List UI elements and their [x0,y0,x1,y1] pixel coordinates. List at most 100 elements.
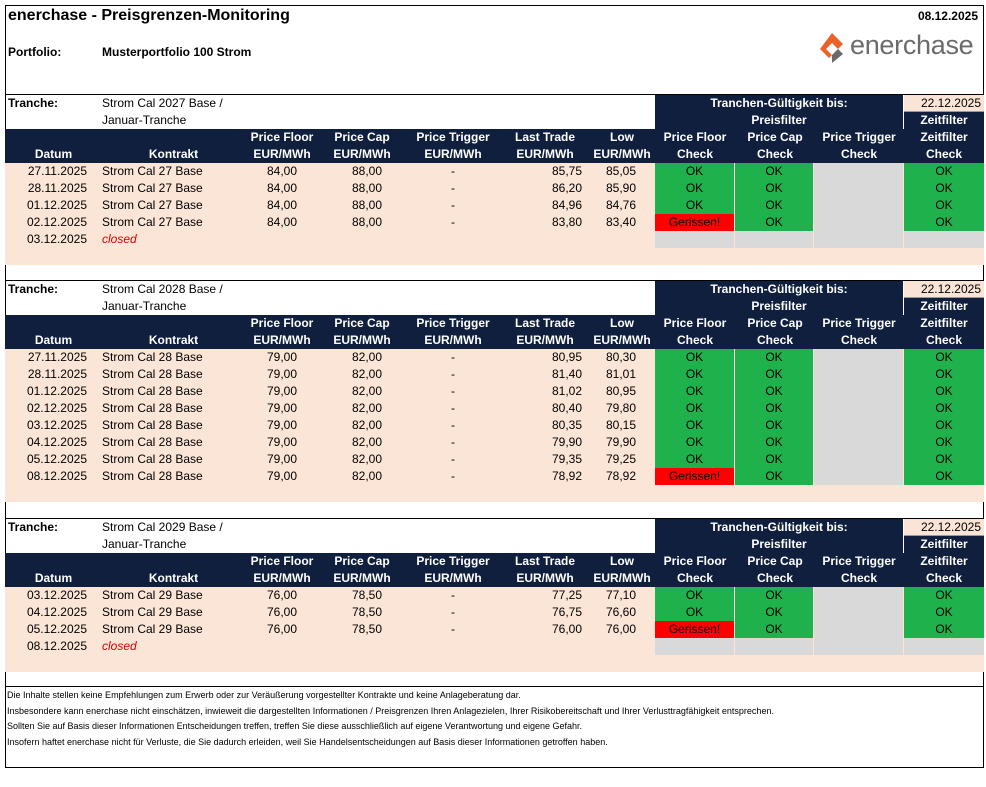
col-price-floor-check-line2: Check [676,333,714,347]
zeitfilter-check-badge: OK [904,383,984,400]
cell-datum: 04.12.2025 [26,605,87,619]
tranche-validity-date: 22.12.2025 [904,519,984,536]
col-last-trade-line1: Last Trade [514,316,576,330]
price-cap-check-badge: OK [735,383,813,400]
col-price-floor-line1: Price Floor [250,130,314,144]
cell-datum: 27.11.2025 [27,350,87,364]
table-row: 27.11.2025 Strom Cal 28 Base 79,00 82,00 - 80… [5,349,984,366]
cell-price-cap: 88,00 [351,198,382,212]
cell-price-cap: 82,00 [351,469,382,483]
cell-datum: 03.12.2025 [26,418,87,432]
cell-kontrakt: Strom Cal 28 Base [102,384,203,398]
cell-kontrakt: Strom Cal 27 Base [102,215,203,229]
cell-datum: 05.12.2025 [26,622,87,636]
col-zeitfilter-check-line1: Zeitfilter [920,130,968,144]
cell-price-cap: 82,00 [351,435,382,449]
price-floor-check-badge: OK [655,383,734,400]
col-price-cap-line1: Price Cap [334,130,390,144]
col-price-floor-check-line1: Price Floor [663,554,727,568]
cell-low: 79,25 [605,452,636,466]
col-price-cap-check: Price Cap Check [735,553,815,587]
col-price-floor-line1: Price Floor [250,554,314,568]
col-price-trigger-line2: EUR/MWh [424,571,482,585]
cell-datum: 01.12.2025 [26,384,87,398]
col-price-floor: Price Floor EUR/MWh [242,129,322,163]
cell-kontrakt: Strom Cal 28 Base [102,469,203,483]
cell-price-trigger: - [451,605,455,619]
logo-text: enerchase [850,30,974,60]
cell-price-trigger: - [451,435,455,449]
portfolio-value: Musterportfolio 100 Strom [102,45,252,59]
col-datum-line2: Datum [34,147,73,161]
column-header-row: Datum Kontrakt Price Floor EUR/MWh Price Cap… [5,129,984,163]
col-low: Low EUR/MWh [589,315,655,349]
col-kontrakt-line2: Kontrakt [148,571,199,585]
col-price-cap-line1: Price Cap [334,554,390,568]
cell-price-trigger: - [451,622,455,636]
col-zeitfilter-check-line2: Check [925,147,963,161]
cell-closed-status: closed [102,639,137,653]
col-datum-line2: Datum [34,571,73,585]
col-price-floor-line1: Price Floor [250,316,314,330]
price-cap-check-badge: OK [735,587,813,604]
col-last-trade-line1: Last Trade [514,130,576,144]
check-empty [735,638,813,655]
cell-last-trade: 79,35 [551,452,582,466]
cell-last-trade: 84,96 [551,198,582,212]
zeitfilter-header: Zeitfilter [904,536,984,553]
cell-price-cap: 78,50 [351,622,382,636]
cell-low: 80,15 [605,418,636,432]
col-low: Low EUR/MWh [589,553,655,587]
cell-price-cap: 82,00 [351,350,382,364]
preisfilter-header: Preisfilter [655,536,903,553]
col-price-trigger-check: Price Trigger Check [814,553,904,587]
cell-price-cap: 88,00 [351,215,382,229]
col-price-trigger-line1: Price Trigger [416,130,490,144]
col-price-cap-line1: Price Cap [334,316,390,330]
cell-closed-status: closed [102,232,137,246]
zeitfilter-check-badge: OK [904,197,984,214]
cell-kontrakt: Strom Cal 27 Base [102,181,203,195]
cell-datum: 01.12.2025 [26,198,87,212]
col-low-line2: EUR/MWh [593,571,651,585]
price-floor-check-badge: Gerissen! [655,468,734,485]
tranche-name: Strom Cal 2029 Base / [102,520,223,534]
zeitfilter-check-badge: OK [904,621,984,638]
price-cap-check-badge: OK [735,197,813,214]
tranche-name: Strom Cal 2027 Base / [102,96,223,110]
col-price-trigger-check-line2: Check [840,333,878,347]
column-header-row: Datum Kontrakt Price Floor EUR/MWh Price Cap… [5,315,984,349]
table-row: 27.11.2025 Strom Cal 27 Base 84,00 88,00 - 85… [5,163,984,180]
cell-price-trigger: - [451,452,455,466]
col-zeitfilter-check: Zeitfilter Check [904,129,984,163]
tranche-divider [5,94,984,95]
cell-price-floor: 79,00 [266,384,297,398]
cell-datum: 05.12.2025 [26,452,87,466]
price-floor-check-badge: Gerissen! [655,214,734,231]
cell-kontrakt: Strom Cal 29 Base [102,605,203,619]
disclaimer-divider [5,686,984,687]
cell-price-floor: 79,00 [266,469,297,483]
cell-price-cap: 78,50 [351,605,382,619]
price-cap-check-badge: OK [735,214,813,231]
col-price-floor-check-line2: Check [676,571,714,585]
table-row: 08.12.2025 closed [5,638,984,655]
col-price-cap-line2: EUR/MWh [333,571,391,585]
cell-kontrakt: Strom Cal 29 Base [102,622,203,636]
col-datum: Datum [5,315,102,349]
price-trigger-check-empty [814,366,903,383]
col-price-trigger: Price Trigger EUR/MWh [405,553,501,587]
price-cap-check-badge: OK [735,349,813,366]
cell-low: 76,60 [605,605,636,619]
cell-price-cap: 82,00 [351,384,382,398]
cell-price-floor: 79,00 [266,435,297,449]
col-kontrakt-line2: Kontrakt [148,333,199,347]
price-floor-check-badge: OK [655,163,734,180]
cell-price-trigger: - [451,164,455,178]
table-row: 01.12.2025 Strom Cal 27 Base 84,00 88,00 - 84… [5,197,984,214]
col-zeitfilter-check: Zeitfilter Check [904,553,984,587]
zeitfilter-check-badge: OK [904,587,984,604]
col-price-trigger-check: Price Trigger Check [814,129,904,163]
price-cap-check-badge: OK [735,400,813,417]
col-price-trigger-check-line1: Price Trigger [822,554,896,568]
